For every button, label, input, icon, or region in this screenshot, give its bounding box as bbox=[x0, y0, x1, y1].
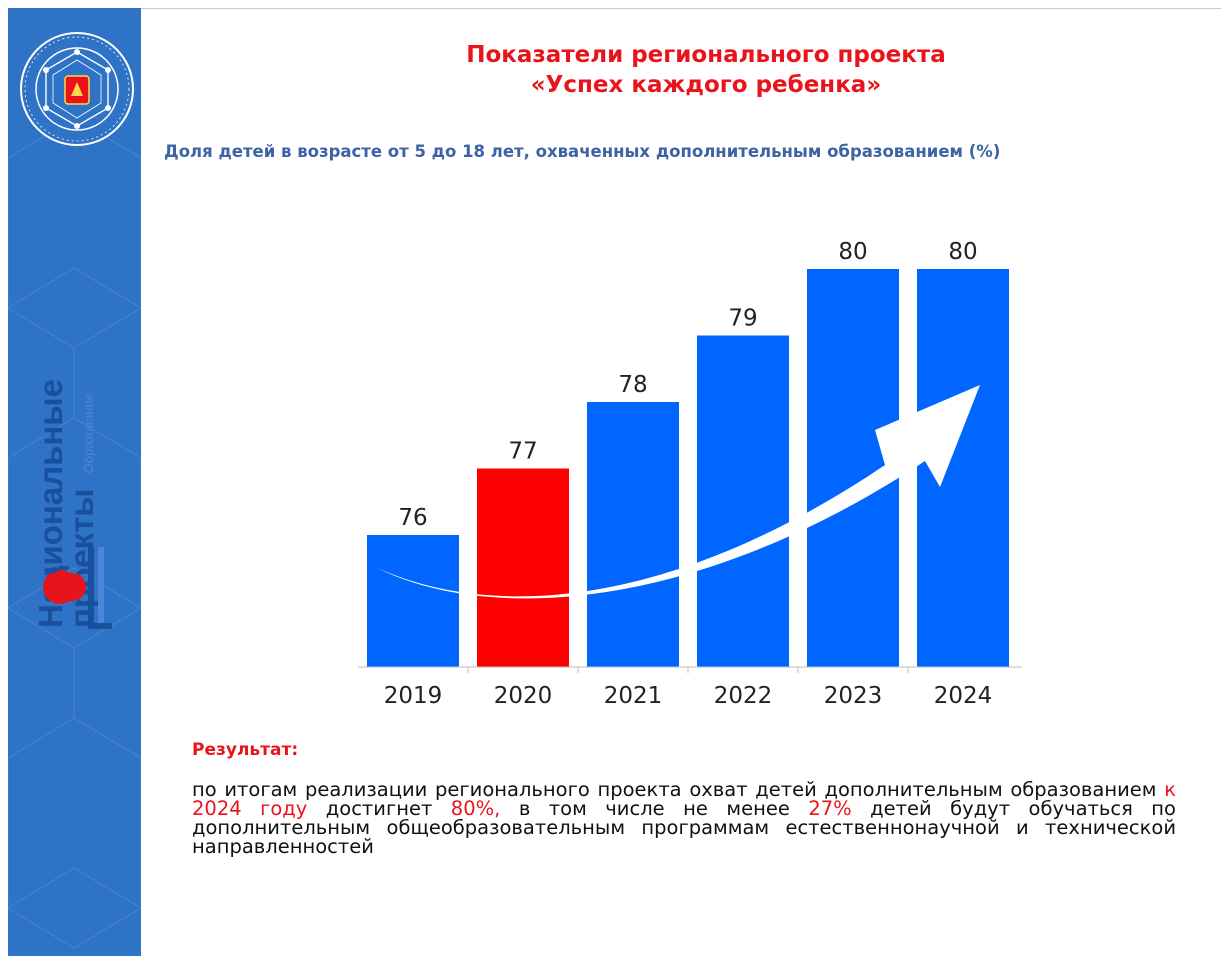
bar-2021 bbox=[587, 402, 679, 667]
upward-trend-arrow-icon bbox=[375, 385, 980, 599]
sidebar: Национальные проекты Образование bbox=[8, 8, 141, 956]
bar-value-label: 79 bbox=[728, 306, 757, 332]
emblem-logo bbox=[18, 30, 136, 148]
result-highlight-percent: 80%, bbox=[450, 797, 501, 820]
bar-value-label: 77 bbox=[508, 439, 537, 465]
bar-value-label: 78 bbox=[618, 372, 647, 398]
bar-2020 bbox=[477, 468, 569, 667]
result-part2: достигнет bbox=[307, 797, 451, 820]
chart-subtitle: Доля детей в возрасте от 5 до 18 лет, ох… bbox=[164, 142, 1001, 161]
x-tick-label: 2020 bbox=[494, 683, 553, 709]
bar-chart: 76 2019 77 2020 78 2021 79 2022 80 2023 80 2024 bbox=[358, 239, 1022, 709]
bar-2019 bbox=[367, 535, 459, 667]
bar-value-label: 80 bbox=[838, 239, 867, 265]
x-tick-label: 2021 bbox=[604, 683, 663, 709]
bar-value-label: 76 bbox=[398, 505, 427, 531]
result-part4: детей будут обучаться по дополнительным … bbox=[192, 797, 1176, 858]
title-line2: «Успех каждого ребенка» bbox=[530, 72, 882, 98]
x-tick-label: 2019 bbox=[384, 683, 443, 709]
result-highlight-share: 27% bbox=[808, 797, 852, 820]
result-part1: по итогам реализации регионального проек… bbox=[192, 778, 1165, 801]
result-label: Результат: bbox=[192, 740, 299, 760]
x-tick-label: 2023 bbox=[824, 683, 883, 709]
x-tick-label: 2022 bbox=[714, 683, 773, 709]
title-line1: Показатели регионального проекта bbox=[466, 42, 946, 68]
brand-line3: Образование bbox=[81, 392, 96, 474]
bar-2022 bbox=[697, 335, 789, 667]
apple-book-icon bbox=[43, 547, 112, 629]
result-part3: в том числе не менее bbox=[500, 797, 809, 820]
top-divider bbox=[141, 8, 1221, 9]
x-tick-label: 2024 bbox=[934, 683, 993, 709]
bar-value-label: 80 bbox=[948, 239, 977, 265]
page-title: Показатели регионального проекта «Успех … bbox=[300, 40, 1112, 100]
result-highlight-year: к 2024 году bbox=[192, 778, 1176, 820]
result-text: по итогам реализации регионального проек… bbox=[192, 778, 1176, 858]
